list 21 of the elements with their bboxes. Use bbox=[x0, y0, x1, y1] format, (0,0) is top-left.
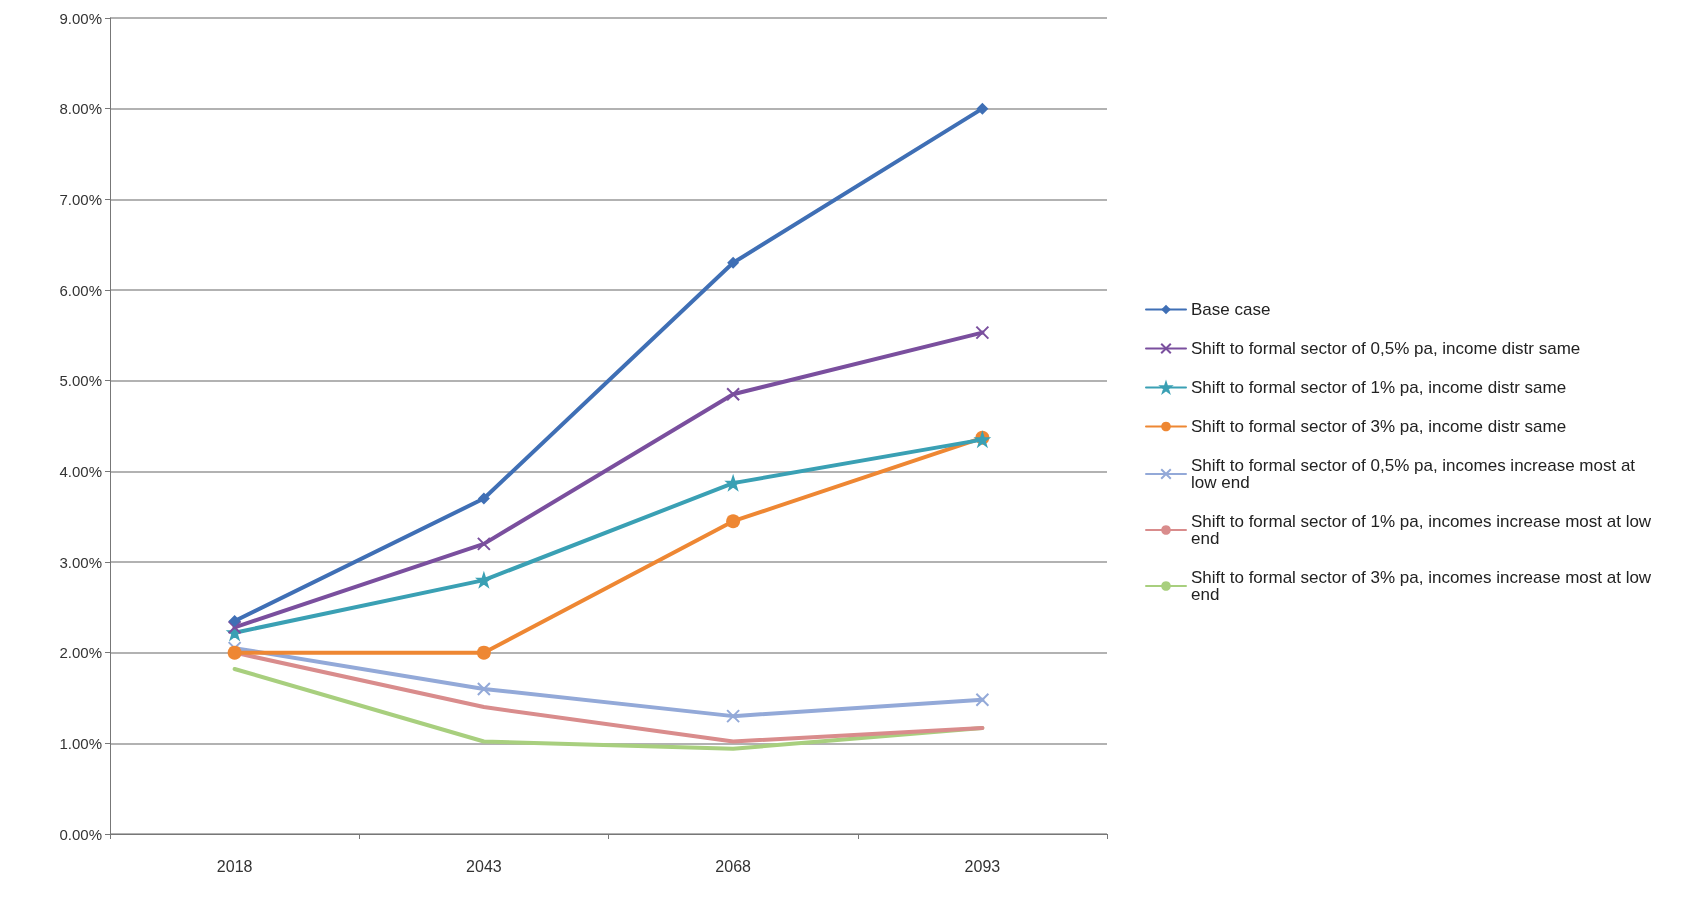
legend-label: Shift to formal sector of 1% pa, income distr same bbox=[1191, 378, 1567, 397]
y-tick-label: 9.00% bbox=[59, 9, 102, 27]
legend-label: Shift to formal sector of 0,5% pa, incomes increase most at low end bbox=[1191, 456, 1640, 492]
y-tick-label: 0.00% bbox=[59, 825, 102, 843]
legend-label: Shift to formal sector of 0,5% pa, income distr same bbox=[1191, 339, 1581, 358]
y-tick-label: 4.00% bbox=[59, 462, 102, 480]
y-tick-label: 8.00% bbox=[59, 100, 102, 118]
y-tick-label: 2.00% bbox=[59, 644, 102, 662]
y-tick-label: 5.00% bbox=[59, 372, 102, 390]
legend-label: Base case bbox=[1191, 300, 1271, 319]
x-tick-label: 2068 bbox=[715, 857, 752, 875]
legend-label: Shift to formal sector of 1% pa, incomes increase most at low end bbox=[1191, 512, 1656, 548]
x-tick-label: 2018 bbox=[216, 857, 253, 875]
legend-label: Shift to formal sector of 3% pa, income distr same bbox=[1191, 417, 1567, 436]
y-tick-label: 1.00% bbox=[59, 734, 102, 752]
x-tick-label: 2093 bbox=[964, 857, 1001, 875]
x-tick-label: 2043 bbox=[466, 857, 502, 875]
legend-label: Shift to formal sector of 3% pa, incomes increase most at low end bbox=[1191, 568, 1656, 604]
y-tick-label: 7.00% bbox=[59, 190, 102, 208]
y-tick-label: 3.00% bbox=[59, 553, 102, 571]
y-tick-label: 6.00% bbox=[59, 281, 102, 299]
